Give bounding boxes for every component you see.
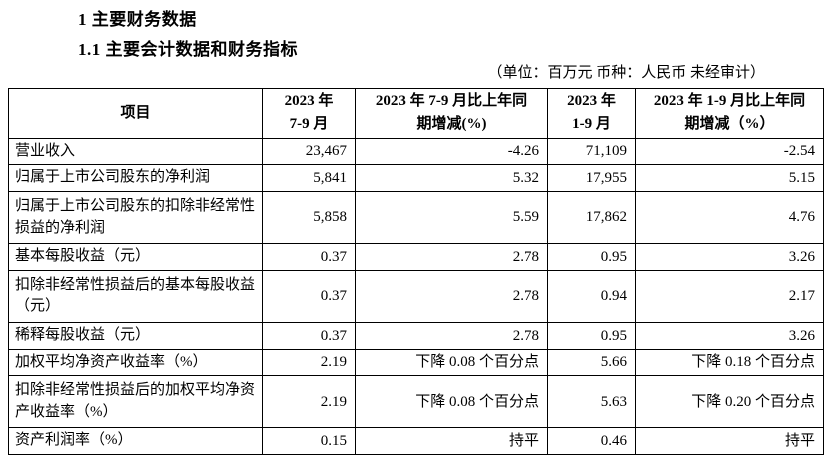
subsection-title: 1.1 主要会计数据和财务指标 <box>78 40 298 59</box>
row-item-label: 基本每股收益（元） <box>8 243 263 271</box>
col-header-ytd: 2023 年 1-9 月 <box>547 88 636 139</box>
col-header-q3-line1: 2023 年 <box>284 93 334 109</box>
col-header-item: 项目 <box>8 88 263 139</box>
row-ytd-value: 17,862 <box>547 191 636 244</box>
row-q3-change-value: 持平 <box>355 427 548 455</box>
row-ytd-value: 0.46 <box>547 427 636 455</box>
table-row-weighted-avg-roe-excl-nonrecurring: 扣除非经常性损益后的加权平均净资产收益率（%） 2.19 下降 0.08 个百分… <box>8 375 824 429</box>
col-header-ytd-line1: 2023 年 <box>567 93 616 109</box>
row-ytd-change-value: 3.26 <box>635 243 824 271</box>
row-ytd-value: 17,955 <box>547 164 636 192</box>
row-q3-change-value: 5.32 <box>355 164 548 192</box>
row-ytd-value: 0.94 <box>547 269 636 323</box>
row-ytd-change-value: 3.26 <box>635 321 824 350</box>
row-q3-value: 0.37 <box>262 243 356 271</box>
row-q3-value: 2.19 <box>262 348 356 377</box>
table-row-net-profit: 归属于上市公司股东的净利润 5,841 5.32 17,955 5.15 <box>8 164 824 192</box>
row-item-label: 归属于上市公司股东的净利润 <box>8 164 263 192</box>
table-row-basic-eps: 基本每股收益（元） 0.37 2.78 0.95 3.26 <box>8 243 824 271</box>
row-q3-value: 23,467 <box>262 137 356 166</box>
row-q3-value: 0.37 <box>262 321 356 350</box>
unit-currency-note: （单位：百万元 币种：人民币 未经审计） <box>487 65 765 81</box>
col-header-ytd-change-line1: 2023 年 1-9 月比上年同 <box>653 93 806 109</box>
col-header-ytd-change-line2: 期增减（%） <box>684 116 775 133</box>
row-item-label: 稀释每股收益（元） <box>8 321 263 350</box>
section-title: 1 主要财务数据 <box>78 10 197 29</box>
row-q3-change-value: 2.78 <box>355 269 548 323</box>
row-item-label: 加权平均净资产收益率（%） <box>8 348 263 377</box>
table-row-revenue: 营业收入 23,467 -4.26 71,109 -2.54 <box>8 137 824 166</box>
row-ytd-change-value: 5.15 <box>635 164 824 192</box>
row-ytd-value: 0.95 <box>547 321 636 350</box>
key-financial-data-table: 项目 2023 年 7-9 月 2023 年 7-9 月比上年同 期增减(%) … <box>8 88 824 455</box>
row-ytd-value: 0.95 <box>547 243 636 271</box>
row-ytd-value: 71,109 <box>547 137 636 166</box>
row-q3-value: 5,841 <box>262 164 356 192</box>
row-ytd-value: 5.66 <box>547 348 636 377</box>
row-q3-value: 2.19 <box>262 375 356 429</box>
table-row-net-profit-excl-nonrecurring: 归属于上市公司股东的扣除非经常性损益的净利润 5,858 5.59 17,862… <box>8 191 824 244</box>
row-ytd-change-value: 4.76 <box>635 191 824 244</box>
table-row-return-on-assets: 资产利润率（%） 0.15 持平 0.46 持平 <box>8 427 824 455</box>
row-q3-change-value: 2.78 <box>355 243 548 271</box>
row-ytd-change-value: 持平 <box>635 427 824 455</box>
row-q3-change-value: 5.59 <box>355 191 548 244</box>
row-ytd-change-value: -2.54 <box>635 137 824 166</box>
row-ytd-value: 5.63 <box>547 375 636 429</box>
row-q3-value: 0.37 <box>262 269 356 323</box>
col-header-ytd-change: 2023 年 1-9 月比上年同 期增减（%） <box>635 88 824 139</box>
table-header-row: 项目 2023 年 7-9 月 2023 年 7-9 月比上年同 期增减(%) … <box>8 88 824 139</box>
row-ytd-change-value: 下降 0.18 个百分点 <box>635 348 824 377</box>
row-item-label: 营业收入 <box>8 137 263 166</box>
table-row-diluted-eps: 稀释每股收益（元） 0.37 2.78 0.95 3.26 <box>8 321 824 350</box>
table-row-weighted-avg-roe: 加权平均净资产收益率（%） 2.19 下降 0.08 个百分点 5.66 下降 … <box>8 348 824 377</box>
table-row-basic-eps-excl-nonrecurring: 扣除非经常性损益后的基本每股收益（元） 0.37 2.78 0.94 2.17 <box>8 269 824 323</box>
row-q3-change-value: 下降 0.08 个百分点 <box>355 348 548 377</box>
col-header-q3-change-line1: 2023 年 7-9 月比上年同 <box>375 93 528 109</box>
col-header-ytd-line2: 1-9 月 <box>572 116 611 133</box>
row-item-label: 扣除非经常性损益后的基本每股收益（元） <box>8 269 263 323</box>
row-q3-value: 0.15 <box>262 427 356 455</box>
row-q3-value: 5,858 <box>262 191 356 244</box>
col-header-q3-change: 2023 年 7-9 月比上年同 期增减(%) <box>355 88 548 139</box>
row-q3-change-value: 2.78 <box>355 321 548 350</box>
col-header-item-label: 项目 <box>120 104 151 121</box>
col-header-q3-line2: 7-9 月 <box>289 116 329 133</box>
row-q3-change-value: 下降 0.08 个百分点 <box>355 375 548 429</box>
row-item-label: 资产利润率（%） <box>8 427 263 455</box>
row-q3-change-value: -4.26 <box>355 137 548 166</box>
col-header-q3-change-line2: 期增减(%) <box>416 116 487 133</box>
row-item-label: 归属于上市公司股东的扣除非经常性损益的净利润 <box>8 191 263 244</box>
row-ytd-change-value: 2.17 <box>635 269 824 323</box>
col-header-q3: 2023 年 7-9 月 <box>262 88 356 139</box>
row-item-label: 扣除非经常性损益后的加权平均净资产收益率（%） <box>8 375 263 429</box>
row-ytd-change-value: 下降 0.20 个百分点 <box>635 375 824 429</box>
